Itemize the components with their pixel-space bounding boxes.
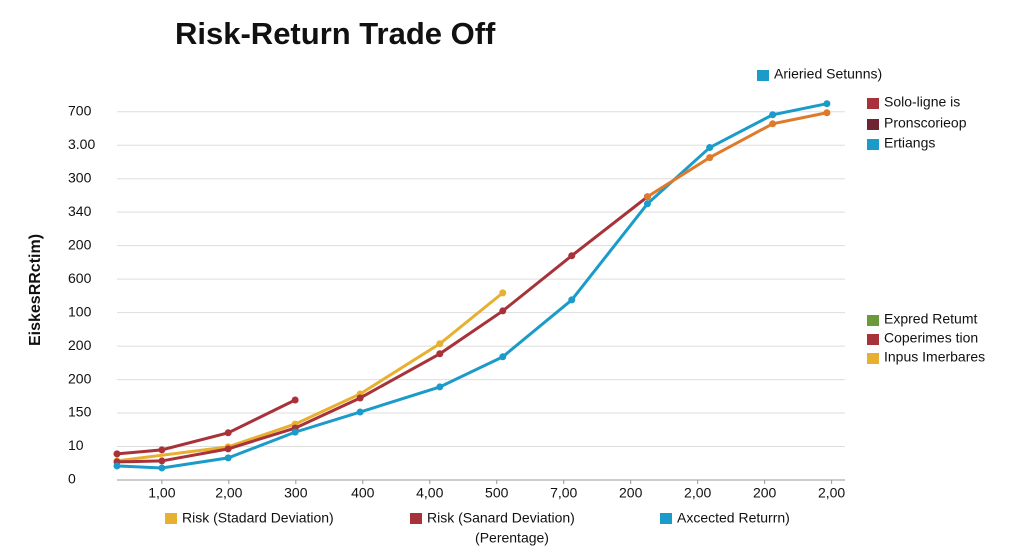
x-tick-label: 2,00: [684, 485, 711, 501]
data-point: [113, 462, 121, 470]
y-tick-label: 150: [68, 404, 92, 420]
legend-label: Axcected Returrn): [677, 510, 790, 526]
y-tick-label: 700: [68, 102, 92, 118]
legend-label: Coperimes tion: [884, 330, 978, 346]
legend-swatch: [165, 513, 177, 524]
data-point: [823, 109, 831, 117]
y-tick-label: 340: [68, 203, 92, 219]
series-line: [116, 102, 828, 470]
legend-swatch: [867, 353, 879, 364]
data-point: [643, 193, 651, 201]
x-tick-label: 500: [485, 485, 509, 501]
legend-label: Ertiangs: [884, 135, 935, 151]
x-tick-label: 4,00: [416, 485, 443, 501]
data-point: [769, 120, 777, 128]
data-point: [224, 429, 232, 437]
data-point: [436, 383, 444, 391]
series-line: [116, 195, 649, 464]
y-tick-label: 0: [68, 471, 76, 487]
data-point: [356, 408, 364, 416]
data-point: [436, 340, 444, 348]
data-point: [158, 457, 166, 465]
data-point: [769, 111, 777, 119]
data-point: [158, 464, 166, 472]
legend-swatch: [867, 334, 879, 345]
x-axis-title: (Perentage): [475, 530, 549, 546]
data-point: [436, 350, 444, 358]
legend-swatch: [410, 513, 422, 524]
y-tick-label: 200: [68, 370, 92, 386]
data-point: [706, 154, 714, 162]
legend-label: Expred Retumt: [884, 311, 977, 327]
data-point: [568, 296, 576, 304]
x-tick-label: 200: [619, 485, 643, 501]
x-tick-label: 200: [753, 485, 777, 501]
data-point: [499, 307, 507, 315]
legend-label: Risk (Stadard Deviation): [182, 510, 334, 526]
y-tick-label: 100: [68, 303, 92, 319]
y-tick-label: 300: [68, 169, 92, 185]
y-tick-label: 600: [68, 270, 92, 286]
legend-swatch: [867, 98, 879, 109]
x-tick-label: 1,00: [148, 485, 175, 501]
x-tick-label: 2,00: [215, 485, 242, 501]
legend-swatch: [757, 70, 769, 81]
x-tick-label: 300: [284, 485, 308, 501]
legend-label: Arieried Setunns): [774, 66, 882, 82]
series-line: [646, 111, 828, 199]
data-point: [291, 428, 299, 436]
y-tick-label: 200: [68, 337, 92, 353]
x-tick-label: 7,00: [550, 485, 577, 501]
y-tick-label: 10: [68, 437, 84, 453]
data-point: [823, 100, 831, 108]
data-point: [499, 289, 507, 297]
series-line: [116, 398, 296, 456]
data-point: [158, 446, 166, 454]
legend-label: Solo-ligne is: [884, 94, 960, 110]
chart-title: Risk-Return Trade Off: [175, 16, 496, 51]
x-tick-label: 2,00: [818, 485, 845, 501]
x-tick-label: 400: [351, 485, 375, 501]
data-point: [706, 144, 714, 152]
legend-swatch: [660, 513, 672, 524]
data-point: [224, 445, 232, 453]
legend-swatch: [867, 119, 879, 130]
legend-label: Inpus Imerbares: [884, 349, 985, 365]
legend-swatch: [867, 139, 879, 150]
data-point: [291, 396, 299, 404]
legend-swatch: [867, 315, 879, 326]
data-point: [113, 450, 121, 458]
data-point: [356, 394, 364, 402]
y-tick-label: 3.00: [68, 136, 95, 152]
series-line: [116, 291, 504, 463]
legend-label: Risk (Sanard Deviation): [427, 510, 575, 526]
y-tick-label: 200: [68, 236, 92, 252]
data-point: [643, 200, 651, 208]
y-axis-title: EiskesRRctim): [27, 234, 44, 346]
data-point: [224, 454, 232, 462]
data-point: [568, 252, 576, 260]
legend-label: Pronscorieop: [884, 115, 967, 131]
data-point: [499, 353, 507, 361]
